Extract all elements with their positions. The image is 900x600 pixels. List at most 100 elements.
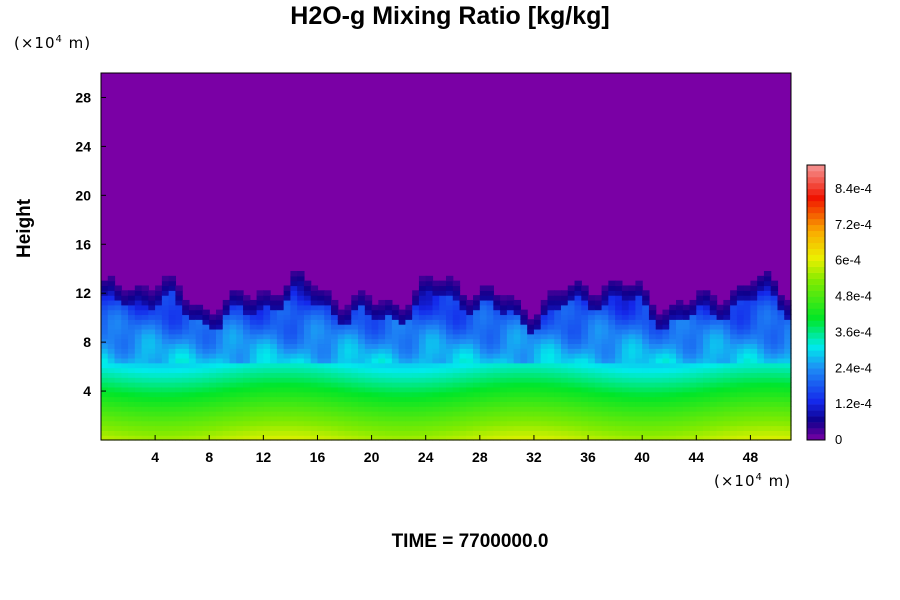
heatmap-cell <box>777 396 785 402</box>
heatmap-cell <box>270 343 278 349</box>
heatmap-cell <box>121 362 129 369</box>
heatmap-cell <box>385 362 393 369</box>
heatmap-cell <box>229 304 237 311</box>
heatmap-cell <box>784 372 792 378</box>
heatmap-cell <box>601 362 609 369</box>
heatmap-cell <box>385 401 393 407</box>
heatmap-cell <box>730 377 738 383</box>
heatmap-cell <box>689 319 697 325</box>
heatmap-cell <box>588 406 596 412</box>
heatmap-cell <box>466 299 474 306</box>
heatmap-cell <box>331 401 339 407</box>
heatmap-cell <box>757 348 765 354</box>
heatmap-cell <box>249 415 258 422</box>
heatmap-cell <box>439 430 447 436</box>
heatmap-cell <box>635 299 643 306</box>
heatmap-cell <box>256 319 264 325</box>
heatmap-cell <box>134 377 143 383</box>
heatmap-cell <box>128 406 136 412</box>
heatmap-cell <box>730 382 738 388</box>
heatmap-cell <box>256 314 264 320</box>
heatmap-cell <box>689 406 697 412</box>
heatmap-cell <box>608 377 616 383</box>
heatmap-cell <box>486 357 494 364</box>
heatmap-cell <box>182 348 190 354</box>
heatmap-cell <box>763 396 772 402</box>
heatmap-cell <box>784 415 792 422</box>
heatmap-cell <box>743 411 752 417</box>
heatmap-cell <box>202 420 210 427</box>
heatmap-cell <box>452 333 461 340</box>
heatmap-cell <box>757 367 765 373</box>
heatmap-cell <box>391 304 400 311</box>
heatmap-cell <box>432 391 440 398</box>
heatmap-cell <box>297 319 305 325</box>
heatmap-cell <box>493 420 501 427</box>
heatmap-cell <box>310 396 319 402</box>
heatmap-cell <box>202 319 210 325</box>
heatmap-cell <box>439 348 447 354</box>
heatmap-cell <box>601 309 609 316</box>
heatmap-cell <box>574 357 582 364</box>
heatmap-cell <box>473 299 481 306</box>
heatmap-cell <box>459 338 467 345</box>
heatmap-cell <box>107 357 116 364</box>
heatmap-cell <box>195 386 204 393</box>
heatmap-cell <box>554 348 562 354</box>
heatmap-cell <box>134 309 143 316</box>
heatmap-cell <box>270 295 278 301</box>
heatmap-cell <box>479 382 488 388</box>
heatmap-cell <box>344 386 352 393</box>
heatmap-cell <box>148 319 156 325</box>
heatmap-cell <box>128 353 136 359</box>
heatmap-cell <box>452 406 461 412</box>
heatmap-cell <box>317 353 325 359</box>
heatmap-cell <box>344 430 352 436</box>
heatmap-cell <box>324 304 332 311</box>
heatmap-cell <box>378 348 386 354</box>
heatmap-cell <box>337 309 346 316</box>
heatmap-cell <box>398 367 407 373</box>
heatmap-cell <box>709 304 718 311</box>
heatmap-cell <box>486 386 494 393</box>
heatmap-cell <box>310 415 319 422</box>
heatmap-cell <box>561 328 569 335</box>
heatmap-cell <box>615 411 623 417</box>
heatmap-cell <box>412 333 420 340</box>
heatmap-cell <box>324 372 332 378</box>
heatmap-cell <box>554 367 562 373</box>
heatmap-cell <box>256 411 264 417</box>
heatmap-cell <box>676 309 684 316</box>
heatmap-cell <box>263 430 271 436</box>
heatmap-cell <box>155 430 163 436</box>
heatmap-cell <box>736 415 745 422</box>
heatmap-cell <box>148 372 156 378</box>
heatmap-cell <box>676 435 684 441</box>
heatmap-cell <box>371 348 379 354</box>
heatmap-cell <box>344 357 352 364</box>
heatmap-cell <box>188 435 197 441</box>
heatmap-cell <box>696 362 704 369</box>
heatmap-cell <box>310 430 319 436</box>
heatmap-cell <box>540 382 549 388</box>
heatmap-cell <box>161 362 170 369</box>
heatmap-cell <box>331 328 339 335</box>
heatmap-cell <box>533 430 542 436</box>
heatmap-cell <box>425 295 434 301</box>
heatmap-cell <box>256 415 264 422</box>
heatmap-cell <box>432 314 440 320</box>
heatmap-cell <box>188 430 197 436</box>
heatmap-cell <box>337 372 346 378</box>
heatmap-cell <box>324 435 332 441</box>
heatmap-cell <box>303 299 312 306</box>
heatmap-cell <box>391 415 400 422</box>
heatmap-cell <box>188 309 197 316</box>
x-tick-label: 28 <box>472 449 488 465</box>
heatmap-cell <box>243 304 251 311</box>
heatmap-cell <box>128 309 136 316</box>
heatmap-cell <box>175 415 183 422</box>
heatmap-cell <box>615 319 623 325</box>
heatmap-cell <box>757 275 765 282</box>
heatmap-cell <box>703 343 711 349</box>
